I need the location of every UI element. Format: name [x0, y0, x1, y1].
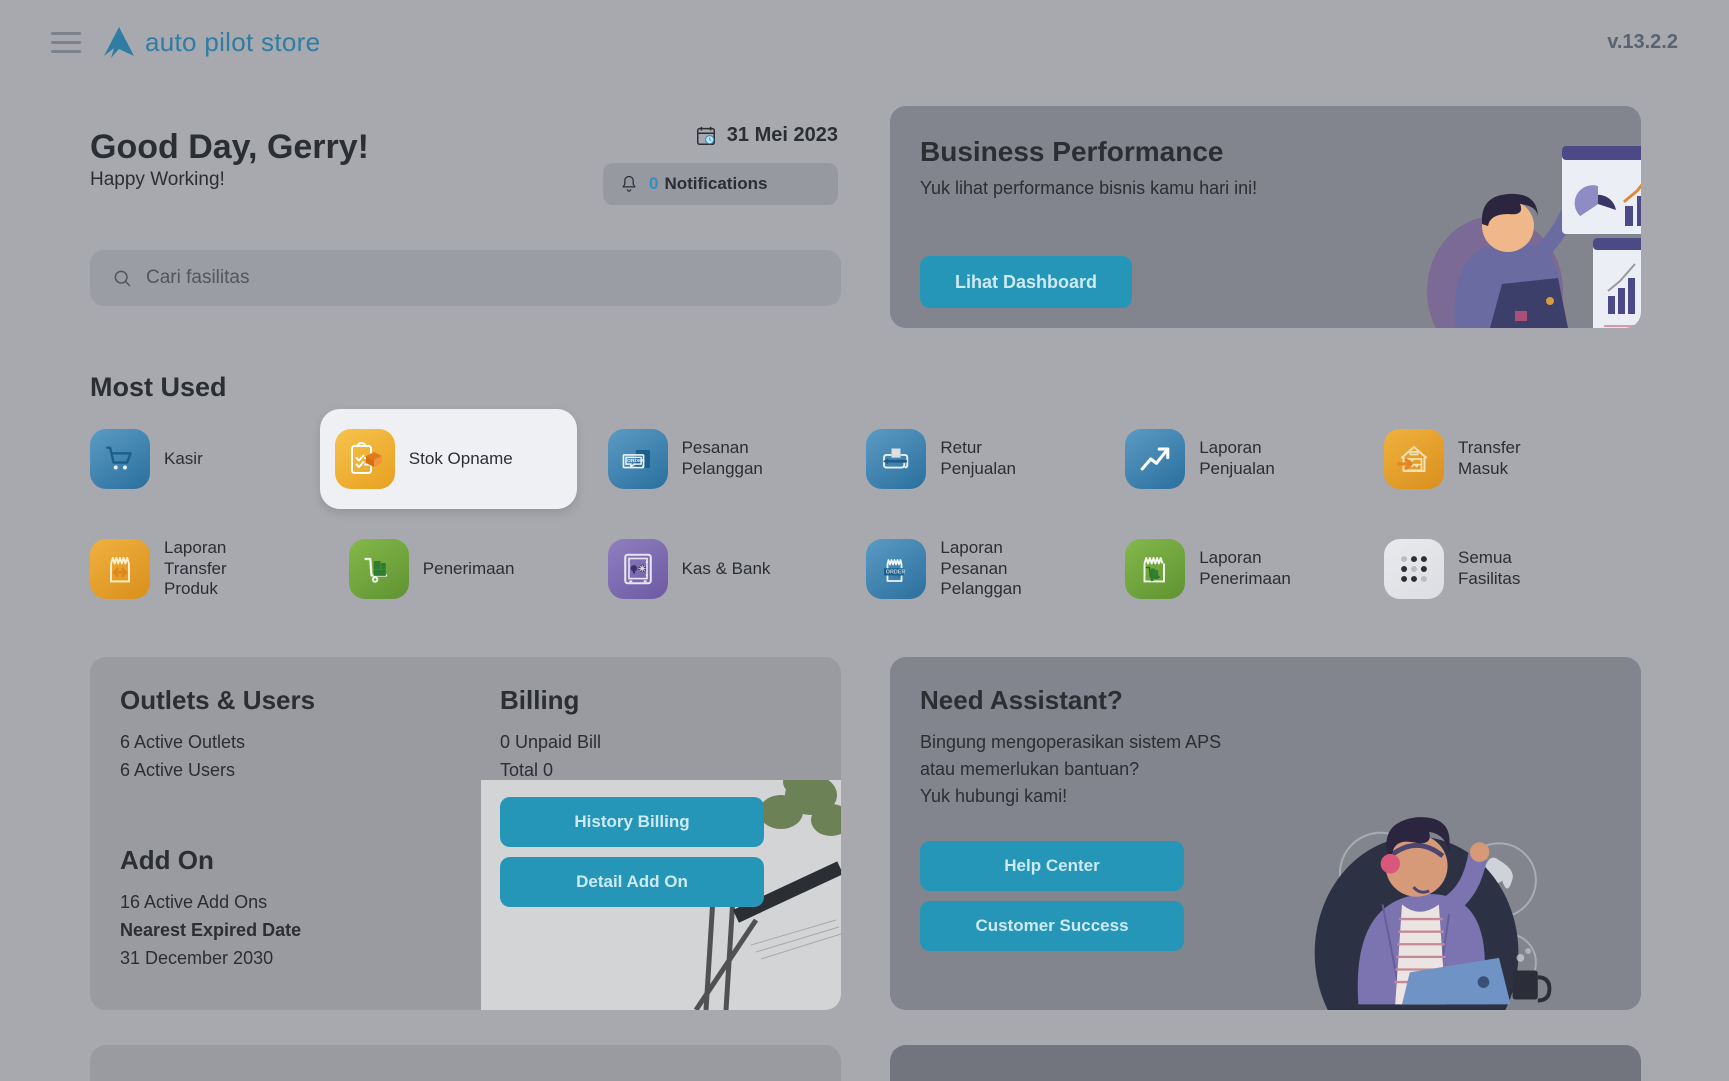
svg-text:ORDER: ORDER [627, 458, 645, 464]
svg-text:ORDER: ORDER [886, 569, 906, 575]
